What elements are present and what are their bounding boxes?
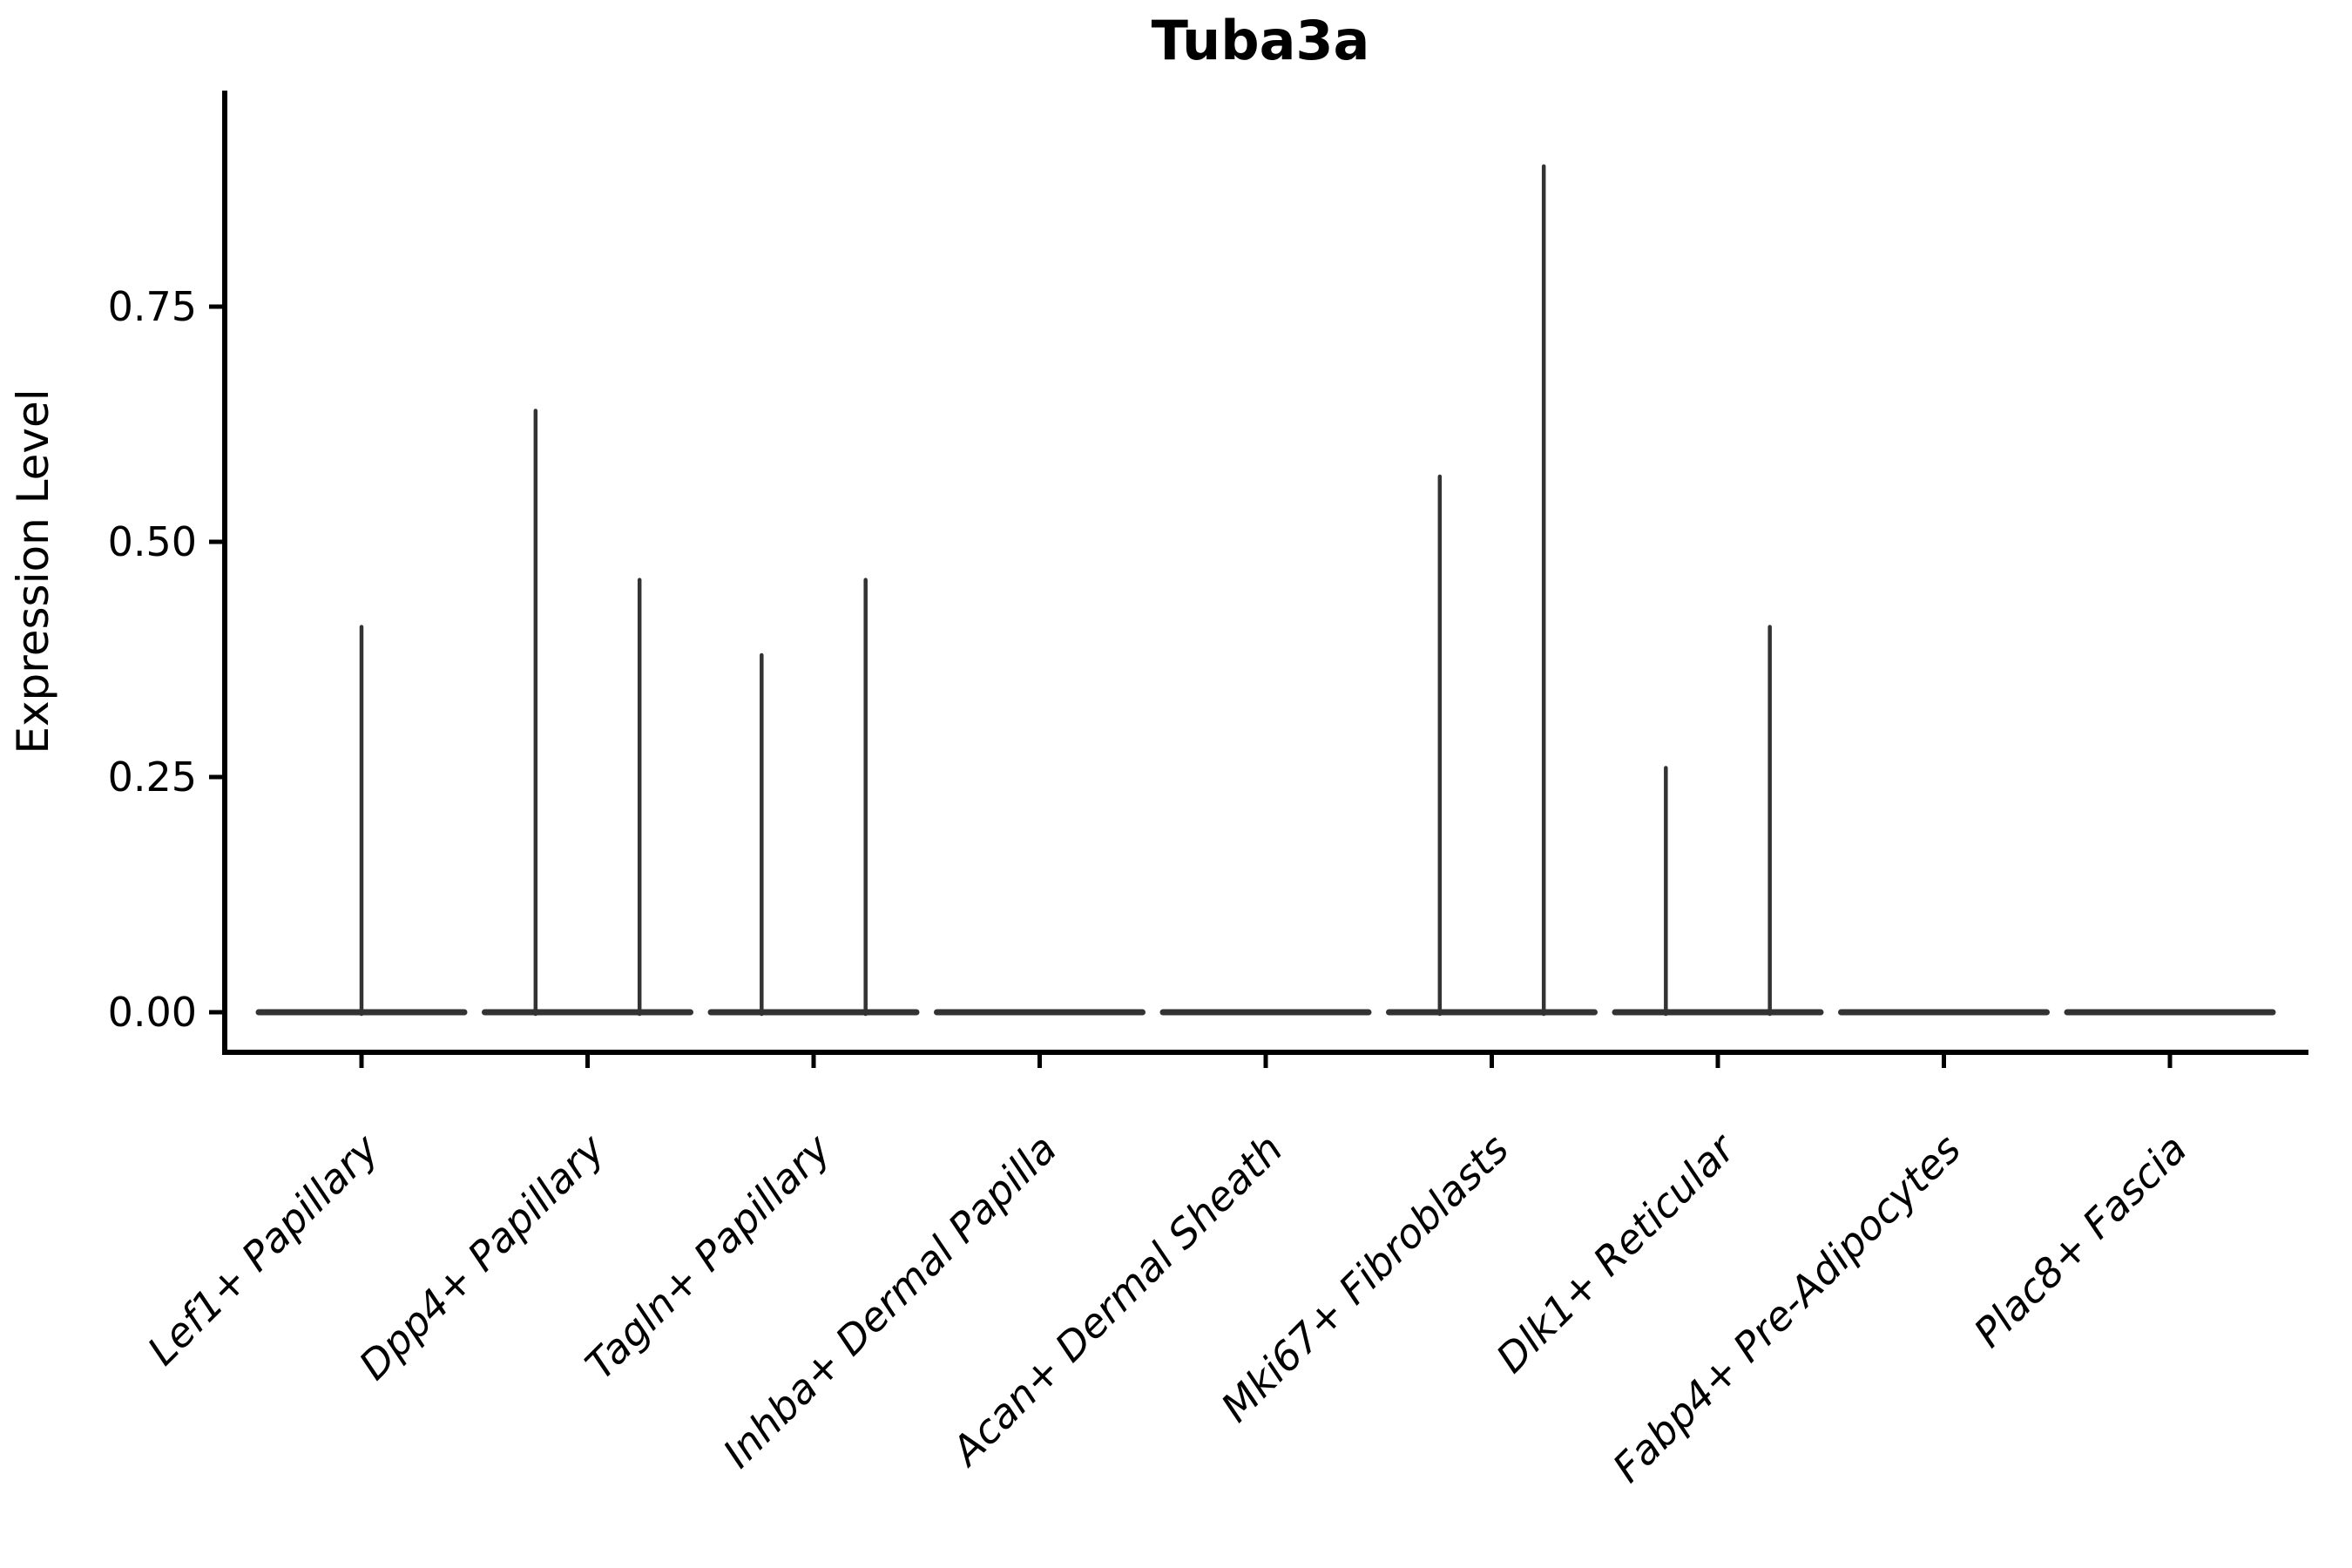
x-tick-label-3: Tagln+ Papillary (576, 1125, 840, 1389)
y-tick-label-0.00: 0.00 (108, 989, 197, 1036)
x-tick-label-2: Dpp4+ Papillary (350, 1125, 614, 1389)
x-tick-label-9: Plac8+ Fascia (1964, 1125, 2195, 1356)
y-tick-label-0.25: 0.25 (108, 754, 197, 801)
x-tick-label-7: Dlk1+ Reticular (1487, 1123, 1746, 1382)
x-tick-label-1: Lef1+ Papillary (139, 1125, 388, 1374)
violins (255, 164, 2276, 1017)
y-axis-title: Expression Level (8, 389, 58, 754)
plot-title: Tuba3a (1152, 9, 1370, 72)
x-axis: Lef1+ Papillary Dpp4+ Papillary Tagln+ P… (139, 1050, 2308, 1491)
y-axis: 0.00 0.25 0.50 0.75 Expression Level (8, 91, 227, 1052)
y-tick-label-0.50: 0.50 (108, 518, 197, 565)
y-tick-label-0.75: 0.75 (108, 283, 197, 330)
